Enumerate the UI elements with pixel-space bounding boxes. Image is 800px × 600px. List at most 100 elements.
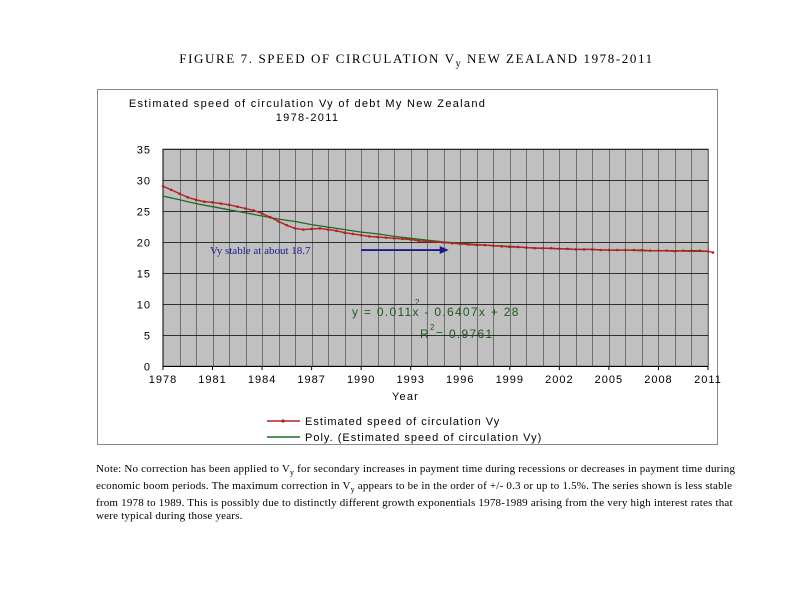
- series-actual-point: [227, 203, 231, 207]
- series-actual-point: [607, 248, 611, 252]
- series-actual-point: [458, 242, 462, 246]
- series-actual-point: [359, 233, 363, 237]
- series-actual-point: [252, 209, 256, 212]
- x-tick-label: 1999: [496, 374, 524, 386]
- series-actual-point: [434, 240, 437, 244]
- series-actual-point: [335, 229, 338, 233]
- series-actual-point: [186, 196, 190, 199]
- series-actual-point: [450, 241, 454, 245]
- series-actual-point: [417, 239, 421, 243]
- equation-exponent: 2: [415, 298, 420, 307]
- series-actual-point: [673, 250, 677, 253]
- series-actual-point: [442, 241, 446, 244]
- series-actual-point: [525, 246, 528, 249]
- series-actual-point: [269, 215, 272, 219]
- series-actual-point: [376, 235, 379, 239]
- y-tick-label: 10: [137, 300, 151, 312]
- series-actual-point: [392, 236, 396, 240]
- x-tick-label: 2008: [644, 374, 672, 386]
- series-actual-point: [698, 249, 702, 252]
- series-actual-point: [194, 198, 198, 202]
- series-actual-point: [178, 192, 181, 195]
- x-tick-label: 1987: [297, 374, 325, 386]
- series-actual-point: [582, 248, 586, 251]
- y-tick-label: 0: [144, 362, 151, 374]
- series-actual-point: [351, 232, 355, 236]
- figure-note: Note: No correction has been applied to …: [96, 463, 736, 524]
- series-actual-point: [343, 231, 346, 234]
- series-actual-point: [483, 243, 487, 247]
- series-actual-point: [384, 236, 388, 239]
- series-actual-point: [640, 248, 644, 252]
- stable-arrow-head: [439, 246, 449, 255]
- series-actual-point: [244, 207, 247, 210]
- series-actual-point: [574, 248, 578, 251]
- note-sub2: y: [350, 484, 355, 494]
- figure-title-main: FIGURE 7. SPEED OF CIRCULATION V: [179, 51, 456, 66]
- plot-area: [162, 148, 709, 367]
- series-actual-point: [706, 250, 710, 253]
- x-tick-label: 2011: [694, 374, 722, 386]
- y-tick-label: 5: [144, 331, 151, 343]
- series-actual-point: [293, 227, 297, 230]
- series-actual-point: [318, 227, 322, 230]
- series-actual-point: [368, 235, 371, 238]
- series-actual-point: [648, 249, 652, 252]
- note-part1: Note: No correction has been applied to …: [96, 463, 291, 475]
- series-actual-point: [467, 243, 470, 246]
- series-actual-point: [681, 249, 685, 252]
- series-actual-point: [475, 243, 479, 247]
- series-actual-point: [615, 248, 619, 252]
- legend-label-poly: Poly. (Estimated speed of circulation Vy…: [305, 432, 542, 444]
- trendline-equation: y = 0.011x - 0.6407x + 28: [352, 305, 520, 319]
- note-part2: for secondary increases in payment time …: [96, 463, 736, 492]
- series-actual-point: [541, 246, 545, 250]
- r-squared-value: = 0.9761: [436, 327, 493, 341]
- series-actual-point: [690, 249, 693, 252]
- chart-title-line2: 1978-2011: [275, 112, 340, 124]
- x-tick-label: 1996: [446, 374, 474, 386]
- note-sub1: y: [290, 468, 295, 478]
- x-tick-label: 1978: [149, 374, 177, 386]
- legend-marker-actual: [281, 419, 285, 423]
- series-actual-point: [657, 249, 660, 252]
- chart-title: Estimated speed of circulation Vy of deb…: [0, 97, 615, 125]
- r-squared-label: R: [420, 327, 430, 341]
- series-actual-point: [492, 244, 495, 248]
- x-tick-label: 1990: [347, 374, 375, 386]
- series-actual-point: [665, 249, 669, 252]
- figure-title-rest: NEW ZEALAND 1978-2011: [462, 51, 654, 66]
- series-actual-point: [632, 248, 635, 252]
- stable-annotation: Vy stable at about 18.7: [210, 245, 311, 257]
- x-tick-label: 1984: [248, 374, 276, 386]
- y-tick-label: 25: [137, 207, 151, 219]
- figure-title: FIGURE 7. SPEED OF CIRCULATION Vy NEW ZE…: [0, 51, 800, 70]
- x-tick-label: 1981: [198, 374, 226, 386]
- chart-title-line1: Estimated speed of circulation Vy of deb…: [128, 98, 487, 110]
- series-actual-point: [599, 248, 602, 252]
- series-actual-point: [711, 251, 715, 254]
- series-actual-point: [169, 188, 173, 192]
- y-tick-label: 35: [137, 145, 151, 157]
- y-tick-label: 20: [137, 238, 151, 250]
- x-axis-title: Year: [392, 391, 419, 403]
- series-actual-point: [260, 212, 264, 215]
- series-actual-point: [202, 200, 206, 203]
- legend-label-actual: Estimated speed of circulation Vy: [305, 416, 500, 428]
- series-actual-point: [624, 248, 627, 252]
- r-squared-exponent: 2: [430, 323, 435, 332]
- note-part3: appears to be in the order of +/- 0.3 or…: [96, 479, 733, 523]
- series-actual-point: [566, 247, 569, 251]
- series-actual-point: [558, 247, 561, 251]
- series-actual-point: [508, 245, 512, 249]
- series-actual-point: [425, 240, 429, 243]
- series-actual-point: [161, 184, 165, 188]
- y-tick-label: 30: [137, 176, 151, 188]
- y-tick-label: 15: [137, 269, 151, 281]
- series-actual-point: [401, 237, 404, 241]
- series-actual-point: [500, 245, 503, 248]
- series-actual-point: [326, 228, 330, 231]
- series-actual-point: [409, 238, 413, 241]
- figure-title-subscript: y: [455, 58, 463, 70]
